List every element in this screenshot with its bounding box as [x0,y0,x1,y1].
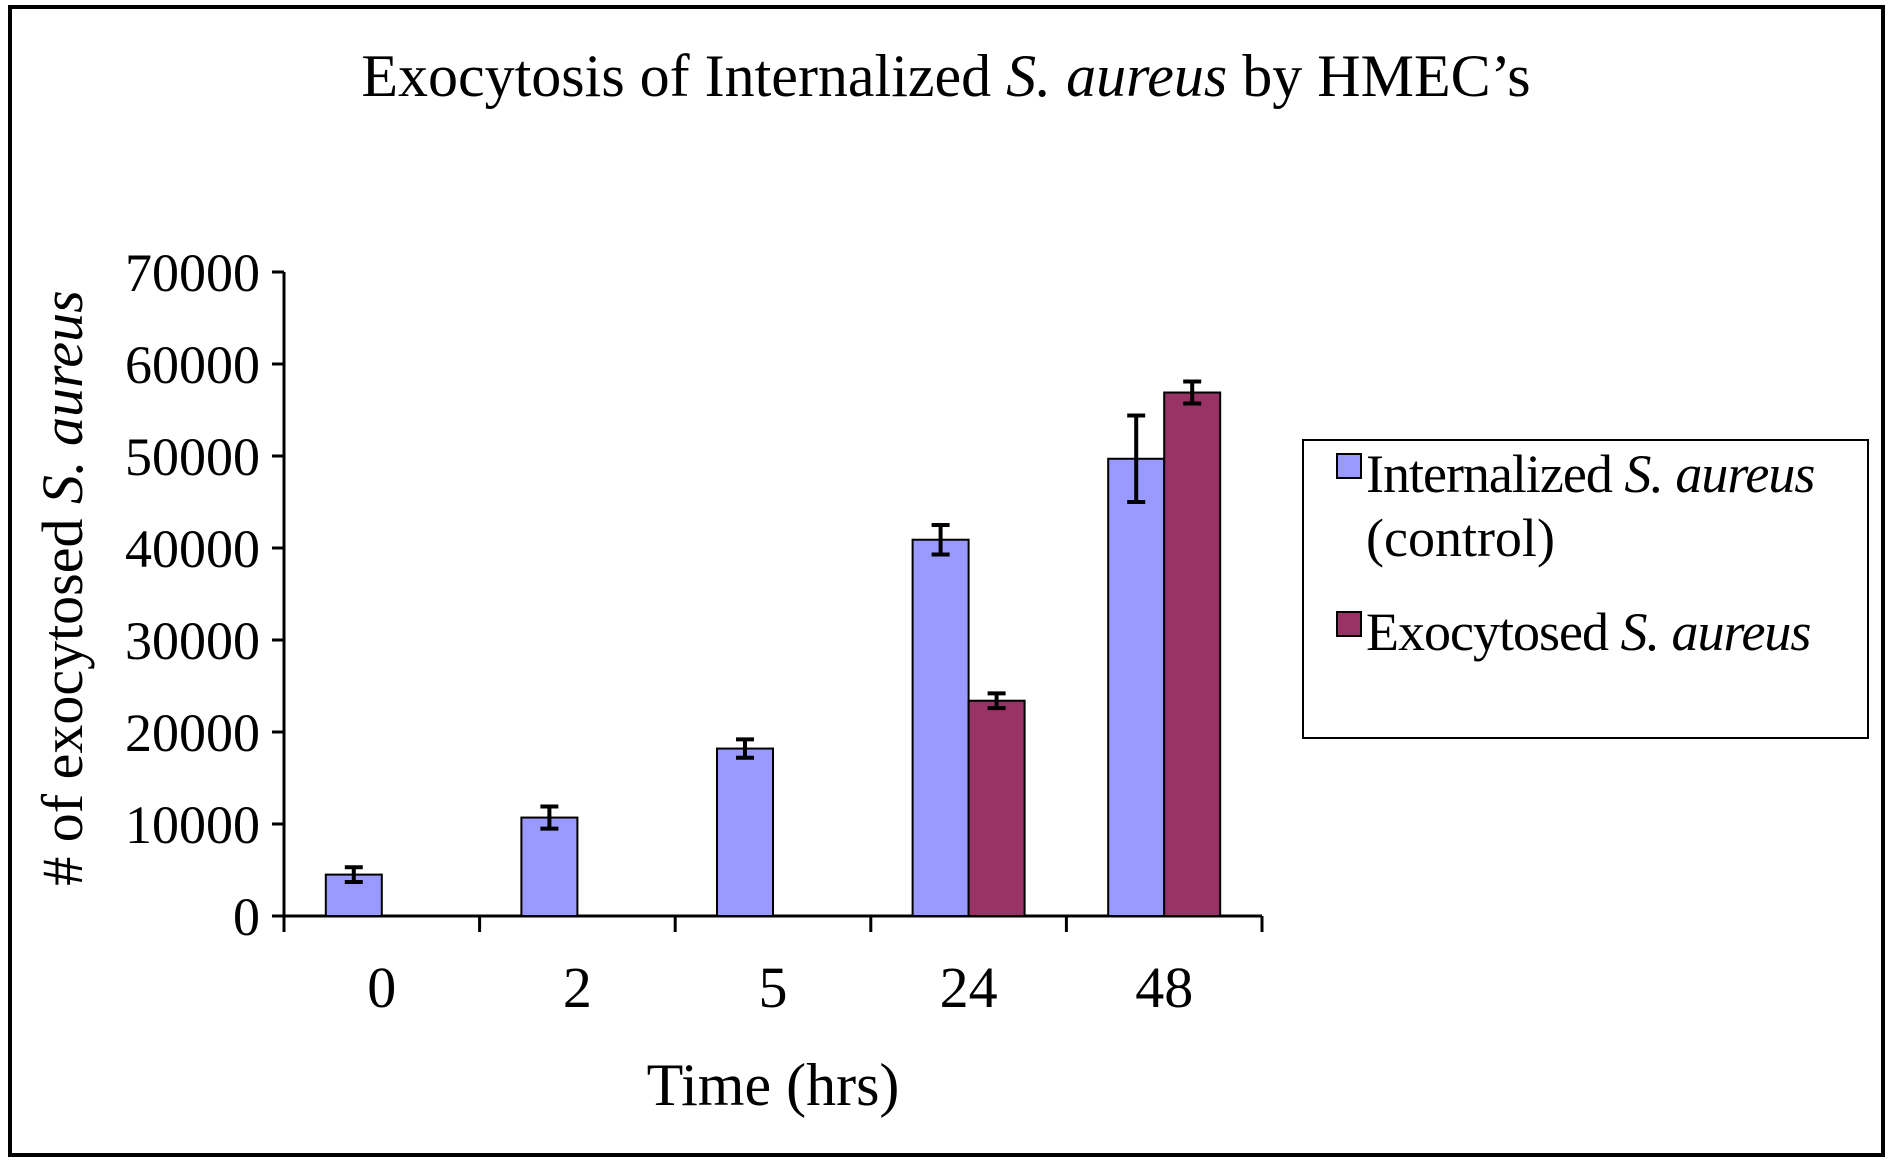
text-part: S. aureus [30,290,95,504]
y-tick-label: 40000 [125,519,260,579]
text-part: S. aureus [1006,43,1227,109]
bar-series-1 [716,747,774,917]
legend-label: Internalized S. aureus [1366,444,1814,504]
bar-series-1 [911,538,970,917]
bar-series-2 [967,699,1026,917]
y-tick-label: 20000 [125,703,260,763]
x-tick-label: 48 [1135,955,1193,1020]
text-part: Internalized [1366,444,1624,504]
x-tick-label: 24 [940,955,998,1020]
legend-label-line2: (control) [1366,508,1555,568]
text-part: # of exocytosed [30,504,95,886]
legend-box [1302,439,1869,739]
bar-series-2 [1163,391,1222,917]
chart-title: Exocytosis of Internalized S. aureus by … [361,43,1530,109]
bar-series-1 [1107,457,1166,917]
text-part: Exocytosed [1366,602,1620,662]
x-tick-label: 2 [563,955,592,1020]
y-tick-label: 30000 [125,611,260,671]
y-tick-label: 0 [233,887,260,947]
legend: Internalized S. aureus(control)Exocytose… [1302,439,1869,739]
x-axis-title: Time (hrs) [647,1052,900,1118]
legend-label: Exocytosed S. aureus [1366,602,1810,662]
x-tick-label: 5 [759,955,788,1020]
text-part: by HMEC’s [1227,43,1530,109]
text-part: S. aureus [1624,444,1814,504]
bar-series-1 [520,816,579,917]
plot-area: 0 10000 20000 30000 40000 50000 60000 70000 0 2 5 2… [125,243,1264,1020]
y-tick-label: 70000 [125,243,260,303]
legend-swatch [1336,611,1362,637]
x-tick-label: 0 [367,955,396,1020]
y-tick-label: 10000 [125,795,260,855]
legend-swatch [1336,453,1362,479]
text-part: Exocytosis of Internalized [361,43,1006,109]
text-part: S. aureus [1620,602,1810,662]
y-axis-title: # of exocytosed S. aureus [30,290,95,885]
y-tick-label: 60000 [125,335,260,395]
y-tick-label: 50000 [125,427,260,487]
